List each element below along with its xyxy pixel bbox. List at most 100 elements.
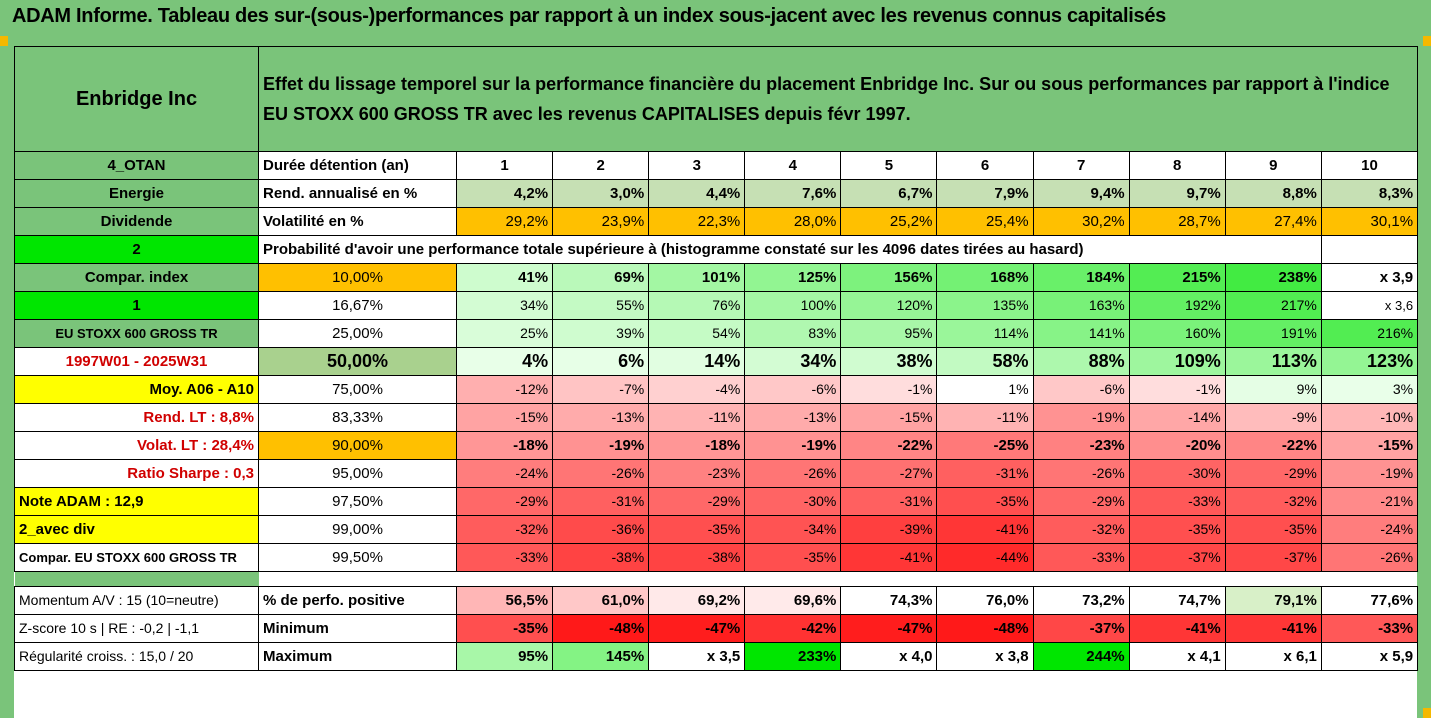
quantile-value: -1% [840, 375, 938, 404]
quantile-value: -32% [455, 515, 554, 544]
quantile-value: -23% [648, 459, 746, 488]
quantile-value: -18% [648, 431, 746, 460]
quantile-value: 114% [936, 319, 1034, 348]
volatility-value: 25,4% [936, 207, 1034, 236]
quantile-row: Note ADAM : 12,9 97,50% -29% -31% -29% -30% -3… [14, 487, 1419, 516]
quantile-row: Rend. LT : 8,8% 83,33% -15% -13% -11% -13% -15… [14, 403, 1419, 432]
quantile-value: -41% [936, 515, 1034, 544]
quantile-value: 95% [840, 319, 938, 348]
quantile-value: -9% [1224, 403, 1322, 432]
compar-index-label: Compar. index [14, 263, 259, 292]
volatility-value: 28,0% [744, 207, 842, 236]
quantile-value: -4% [648, 375, 746, 404]
volatility-label: Volatilité en % [258, 207, 457, 236]
year-header: 9 [1224, 151, 1322, 180]
quantile-value: 14% [648, 347, 746, 376]
summary-value: -33% [1320, 614, 1419, 643]
quantile-value: -39% [840, 515, 938, 544]
quantile-value: -34% [744, 515, 842, 544]
quantile-value: 120% [840, 291, 938, 320]
quantile-row: Compar. index 10,00% 41% 69% 101% 125% 156% 168… [14, 263, 1419, 292]
quantile-value: 34% [744, 347, 842, 376]
return-value: 4,2% [455, 179, 554, 208]
quantile-value: 1% [936, 375, 1034, 404]
probability-row: 2 Probabilité d'avoir une performance tot… [14, 235, 1419, 264]
quantile-value: 113% [1224, 347, 1322, 376]
quantile-value: 135% [936, 291, 1034, 320]
quantile-value: 184% [1032, 263, 1130, 292]
quantile-value: -10% [1320, 403, 1419, 432]
quantile-value: 101% [648, 263, 746, 292]
quantile-value: -37% [1128, 543, 1226, 572]
quantile-value: -15% [1320, 431, 1419, 460]
quantile-value: 156% [840, 263, 938, 292]
quantile-value: 38% [840, 347, 938, 376]
long-term-return: Rend. LT : 8,8% [14, 403, 259, 432]
quantile-value: -29% [648, 487, 746, 516]
quantile-value: 125% [744, 263, 842, 292]
summary-note: Z-score 10 s | RE : -0,2 | -1,1 [14, 614, 259, 643]
quantile-value: -1% [1128, 375, 1226, 404]
summary-value: x 6,1 [1224, 642, 1322, 671]
return-value: 3,0% [552, 179, 650, 208]
summary-note: Momentum A/V : 15 (10=neutre) [14, 586, 259, 615]
year-header: 7 [1032, 151, 1130, 180]
quantile-value: 6% [552, 347, 650, 376]
quantile-value: -29% [1032, 487, 1130, 516]
quantile-value: -26% [1320, 543, 1419, 572]
volatility-value: 25,2% [840, 207, 938, 236]
probability-caption: Probabilité d'avoir une performance tota… [258, 235, 1322, 264]
asset-code: 4_OTAN [14, 151, 259, 180]
year-header: 8 [1128, 151, 1226, 180]
summary-value: 73,2% [1032, 586, 1130, 615]
summary-value: -48% [552, 614, 650, 643]
summary-value: 79,1% [1224, 586, 1322, 615]
title-bar: ADAM Informe. Tableau des sur-(sous-)per… [0, 0, 1431, 36]
quantile-value: 191% [1224, 319, 1322, 348]
quantile-value: 238% [1224, 263, 1322, 292]
option-value-2: 2 [14, 235, 259, 264]
quantile-value: -29% [455, 487, 554, 516]
quantile-value: -19% [1032, 403, 1130, 432]
summary-value: 145% [552, 642, 650, 671]
summary-row: Z-score 10 s | RE : -0,2 | -1,1 Minimum -3… [14, 614, 1419, 643]
quantile-level: 90,00% [258, 431, 457, 460]
quantile-value: 217% [1224, 291, 1322, 320]
year-header: 6 [936, 151, 1034, 180]
quantile-value: -7% [552, 375, 650, 404]
year-header: 1 [455, 151, 554, 180]
quantile-row: 1997W01 - 2025W31 50,00% 4% 6% 14% 34% 38% 58% 8… [14, 347, 1419, 376]
report-title: ADAM Informe. Tableau des sur-(sous-)per… [12, 5, 1166, 27]
quantile-row: Moy. A06 - A10 75,00% -12% -7% -4% -6% -1% 1% -6… [14, 375, 1419, 404]
quantile-value: 100% [744, 291, 842, 320]
quantile-level: 83,33% [258, 403, 457, 432]
spacer-cell [14, 571, 259, 587]
quantile-level: 95,00% [258, 459, 457, 488]
report-description: Effet du lissage temporel sur la perform… [257, 46, 1419, 152]
corner-marker [0, 36, 8, 46]
spacer-row [14, 571, 1418, 587]
quantile-value: 55% [552, 291, 650, 320]
quantile-value: 39% [552, 319, 650, 348]
quantile-value: -35% [1128, 515, 1226, 544]
summary-value: -41% [1128, 614, 1226, 643]
empty-cell [1320, 235, 1419, 264]
option-value-1: 1 [14, 291, 259, 320]
volatility-value: 29,2% [455, 207, 554, 236]
summary-value: x 4,0 [840, 642, 938, 671]
year-header: 10 [1320, 151, 1419, 180]
quantile-value: 88% [1032, 347, 1130, 376]
return-value: 4,4% [648, 179, 746, 208]
quantile-value: -22% [840, 431, 938, 460]
quantile-value: -33% [455, 543, 554, 572]
quantile-row: Compar. EU STOXX 600 GROSS TR 99,50% -33% -… [14, 543, 1419, 572]
performance-table: Enbridge Inc Effet du lissage temporel s… [14, 46, 1419, 671]
quantile-value: 123% [1320, 347, 1419, 376]
quantile-row: Ratio Sharpe : 0,3 95,00% -24% -26% -23% -26%… [14, 459, 1419, 488]
year-header: 2 [552, 151, 650, 180]
quantile-value: -35% [648, 515, 746, 544]
summary-value: 95% [455, 642, 554, 671]
quantile-value: -22% [1224, 431, 1322, 460]
quantile-value: -26% [744, 459, 842, 488]
quantile-value: -35% [744, 543, 842, 572]
